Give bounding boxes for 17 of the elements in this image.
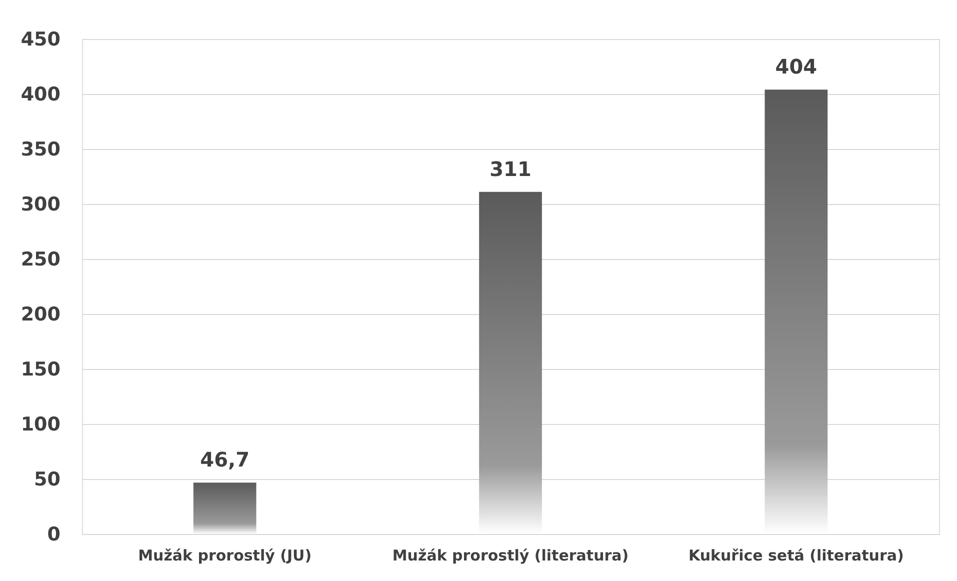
data-label: 46,7 — [200, 448, 250, 472]
y-tick-label: 200 — [20, 304, 60, 326]
y-tick-label: 400 — [20, 84, 60, 106]
y-tick-label: 350 — [20, 138, 60, 160]
y-tick-label: 50 — [34, 468, 60, 490]
x-tick-label: Kukuřice setá (literatura) — [688, 546, 904, 564]
bar — [193, 482, 256, 534]
y-tick-label: 450 — [20, 28, 60, 50]
y-tick-label: 300 — [20, 194, 60, 216]
x-tick-label: Mužák prorostlý (literatura) — [392, 546, 629, 564]
y-tick-label: 100 — [20, 414, 60, 436]
y-tick-label: 150 — [20, 358, 60, 380]
data-label: 404 — [775, 54, 818, 79]
y-tick-label: 0 — [47, 524, 60, 546]
x-tick-label: Mužák prorostlý (JU) — [138, 546, 312, 564]
data-label: 311 — [490, 156, 532, 181]
y-tick-label: 250 — [20, 248, 60, 270]
